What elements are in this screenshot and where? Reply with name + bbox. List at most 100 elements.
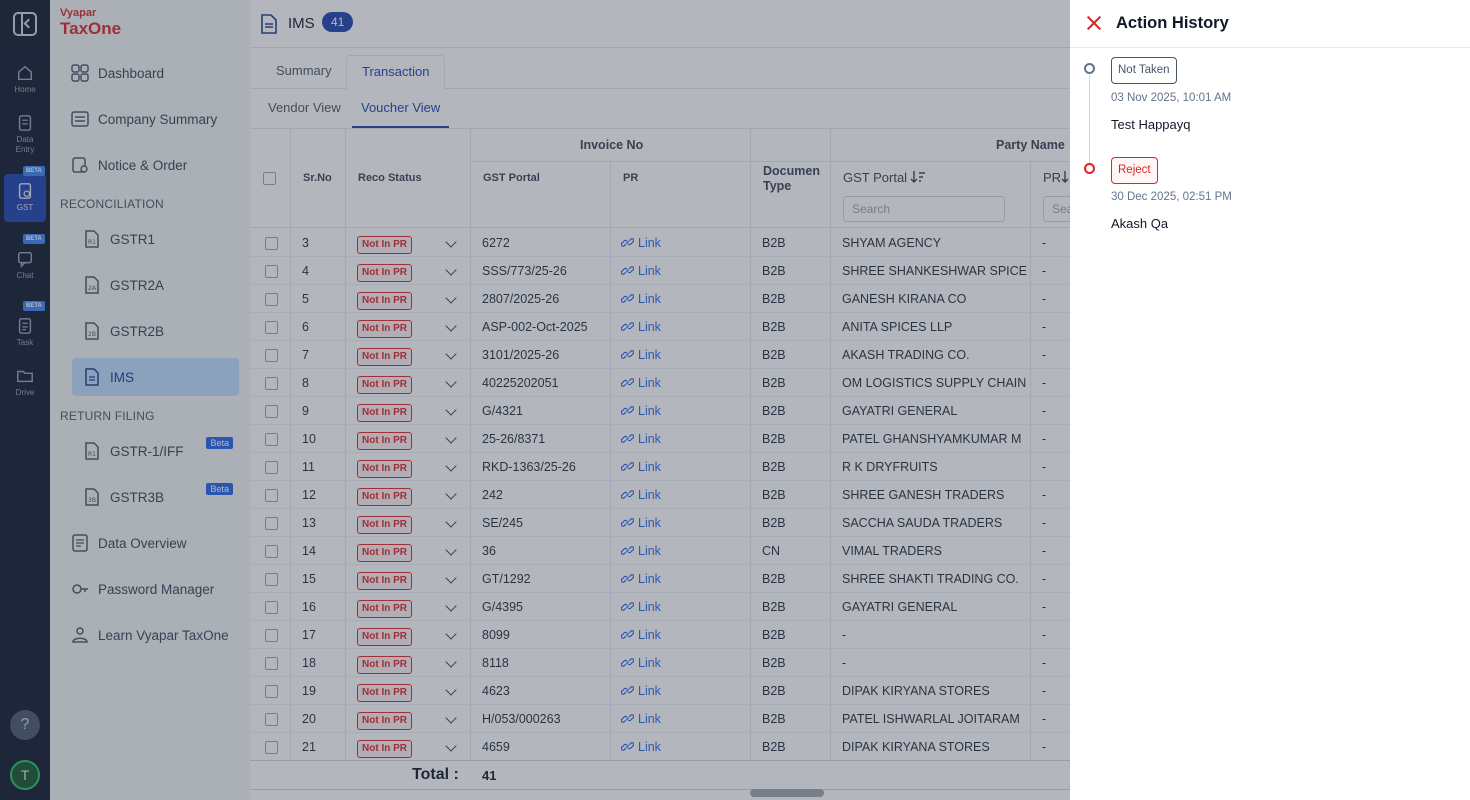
modal-overlay[interactable] <box>0 0 1070 800</box>
sidebar-item-gstr1[interactable]: R1 GSTR1 <box>82 220 239 258</box>
table-row[interactable]: 5 Not In PR 2807/2025-26 Link B2B GANESH KIRA… <box>250 285 1470 313</box>
cell-invoice-pr-link[interactable]: Link <box>620 628 661 642</box>
row-checkbox[interactable] <box>265 237 278 250</box>
sidebar-toggle-icon[interactable] <box>13 12 37 36</box>
table-row[interactable]: 7 Not In PR 3101/2025-26 Link B2B AKASH TRADI… <box>250 341 1470 369</box>
cell-invoice-pr-link[interactable]: Link <box>620 320 661 334</box>
row-checkbox[interactable] <box>265 321 278 334</box>
cell-invoice-pr-link[interactable]: Link <box>620 712 661 726</box>
avatar[interactable]: T <box>10 760 40 790</box>
sort-icon[interactable] <box>1060 169 1076 185</box>
table-row[interactable]: 13 Not In PR SE/245 Link B2B SACCHA SAUDA TRA… <box>250 509 1470 537</box>
sidebar-item-ims[interactable]: IMS <box>72 358 239 396</box>
table-row[interactable]: 9 Not In PR G/4321 Link B2B GAYATRI GENERAL - <box>250 397 1470 425</box>
rail-item-task[interactable]: BETA Task <box>4 301 46 357</box>
row-checkbox[interactable] <box>265 349 278 362</box>
row-checkbox[interactable] <box>265 293 278 306</box>
table-row[interactable]: 20 Not In PR H/053/000263 Link B2B PATEL ISHW… <box>250 705 1470 733</box>
cell-invoice-gst: 2807/2025-26 <box>482 292 560 306</box>
sidebar-item-dashboard[interactable]: Dashboard <box>70 54 240 92</box>
close-icon[interactable] <box>1086 15 1102 31</box>
cell-invoice-pr-link[interactable]: Link <box>620 404 661 418</box>
sort-icon[interactable] <box>910 169 926 185</box>
table-row[interactable]: 16 Not In PR G/4395 Link B2B GAYATRI GENERAL - <box>250 593 1470 621</box>
sidebar-item-label: GSTR3B <box>110 489 165 505</box>
cell-invoice-pr-link[interactable]: Link <box>620 376 661 390</box>
table-row[interactable]: 3 Not In PR 6272 Link B2B SHYAM AGENCY - <box>250 229 1470 257</box>
cell-invoice-pr-link[interactable]: Link <box>620 488 661 502</box>
table-row[interactable]: 8 Not In PR 40225202051 Link B2B OM LOGISTICS… <box>250 369 1470 397</box>
rail-item-home[interactable]: Home <box>4 56 46 104</box>
table-row[interactable]: 15 Not In PR GT/1292 Link B2B SHREE SHAKTI TR… <box>250 565 1470 593</box>
cell-invoice-pr-link[interactable]: Link <box>620 432 661 446</box>
sidebar-item-password-manager[interactable]: Password Manager <box>70 570 240 608</box>
party-gst-search-input[interactable]: Search <box>843 196 1005 222</box>
help-button[interactable]: ? <box>10 710 40 740</box>
row-checkbox[interactable] <box>265 405 278 418</box>
row-checkbox[interactable] <box>265 265 278 278</box>
row-checkbox[interactable] <box>265 545 278 558</box>
row-checkbox[interactable] <box>265 377 278 390</box>
sidebar-item-learn[interactable]: Learn Vyapar TaxOne <box>70 616 240 654</box>
cell-invoice-pr-link[interactable]: Link <box>620 348 661 362</box>
sidebar-item-gstr3b[interactable]: 3B GSTR3B Beta <box>82 478 239 516</box>
sidebar-item-notice-order[interactable]: Notice & Order <box>70 146 240 184</box>
cell-invoice-pr-link[interactable]: Link <box>620 740 661 754</box>
subtab-voucher-view[interactable]: Voucher View <box>352 90 450 128</box>
row-checkbox[interactable] <box>265 573 278 586</box>
sidebar-item-gstr2a[interactable]: 2A GSTR2A <box>82 266 239 304</box>
table-row[interactable]: 17 Not In PR 8099 Link B2B - - <box>250 621 1470 649</box>
learn-icon <box>72 627 88 643</box>
table-row[interactable]: 12 Not In PR 242 Link B2B SHREE GANESH TRADER… <box>250 481 1470 509</box>
table-row[interactable]: 6 Not In PR ASP-002-Oct-2025 Link B2B ANITA S… <box>250 313 1470 341</box>
table-row[interactable]: 11 Not In PR RKD-1363/25-26 Link B2B R K DRYF… <box>250 453 1470 481</box>
rail-item-data-entry[interactable]: Data Entry <box>4 106 46 154</box>
row-checkbox[interactable] <box>265 601 278 614</box>
table-row[interactable]: 10 Not In PR 25-26/8371 Link B2B PATEL GHANSH… <box>250 425 1470 453</box>
row-checkbox[interactable] <box>265 657 278 670</box>
sidebar-item-gstr2b[interactable]: 2B GSTR2B <box>82 312 239 350</box>
row-checkbox[interactable] <box>265 629 278 642</box>
cell-invoice-pr-link[interactable]: Link <box>620 264 661 278</box>
row-checkbox[interactable] <box>265 685 278 698</box>
row-checkbox[interactable] <box>265 713 278 726</box>
tab-transaction[interactable]: Transaction <box>346 55 446 89</box>
row-checkbox[interactable] <box>265 461 278 474</box>
cell-invoice-pr-link[interactable]: Link <box>620 684 661 698</box>
row-checkbox[interactable] <box>265 517 278 530</box>
cell-invoice-pr-link[interactable]: Link <box>620 460 661 474</box>
select-all-checkbox[interactable] <box>263 172 276 185</box>
sidebar-item-gstr1-iff[interactable]: R1 GSTR-1/IFF Beta <box>82 432 239 470</box>
rail-item-chat[interactable]: BETA Chat <box>4 234 46 290</box>
link-label: Link <box>638 600 661 614</box>
table-row[interactable]: 18 Not In PR 8118 Link B2B - - <box>250 649 1470 677</box>
cell-invoice-pr-link[interactable]: Link <box>620 292 661 306</box>
row-checkbox[interactable] <box>265 433 278 446</box>
row-checkbox[interactable] <box>265 741 278 754</box>
sidebar-item-data-overview[interactable]: Data Overview <box>70 524 240 562</box>
cell-invoice-pr-link[interactable]: Link <box>620 656 661 670</box>
cell-invoice-pr-link[interactable]: Link <box>620 236 661 250</box>
cell-party-pr: - <box>1042 236 1047 250</box>
rail-item-gst[interactable]: BETA GST <box>4 166 46 222</box>
cell-invoice-pr-link[interactable]: Link <box>620 600 661 614</box>
sidebar-item-company-summary[interactable]: Company Summary <box>70 100 240 138</box>
header-party-pr[interactable]: PR <box>1043 170 1062 185</box>
cell-party-pr: - <box>1042 684 1047 698</box>
subtab-vendor-view[interactable]: Vendor View <box>268 100 341 115</box>
sidebar-item-label: Password Manager <box>98 581 215 597</box>
cell-invoice-pr-link[interactable]: Link <box>620 516 661 530</box>
table-row[interactable]: 14 Not In PR 36 Link CN VIMAL TRADERS - <box>250 537 1470 565</box>
link-label: Link <box>638 348 661 362</box>
tab-summary[interactable]: Summary <box>276 63 332 78</box>
horizontal-scrollbar[interactable] <box>750 789 824 797</box>
table-row[interactable]: 4 Not In PR SSS/773/25-26 Link B2B SHREE SHAN… <box>250 257 1470 285</box>
rail-item-drive[interactable]: Drive <box>4 359 46 407</box>
action-history-drawer: Action History Not Taken 03 Nov 2025, 10… <box>1070 0 1470 800</box>
cell-invoice-pr-link[interactable]: Link <box>620 572 661 586</box>
table-row[interactable]: 19 Not In PR 4623 Link B2B DIPAK KIRYANA STOR… <box>250 677 1470 705</box>
header-party-gst-portal[interactable]: GST Portal <box>843 170 908 185</box>
cell-invoice-pr-link[interactable]: Link <box>620 544 661 558</box>
row-checkbox[interactable] <box>265 489 278 502</box>
brand-logo[interactable]: Vyapar TaxOne <box>60 7 121 38</box>
